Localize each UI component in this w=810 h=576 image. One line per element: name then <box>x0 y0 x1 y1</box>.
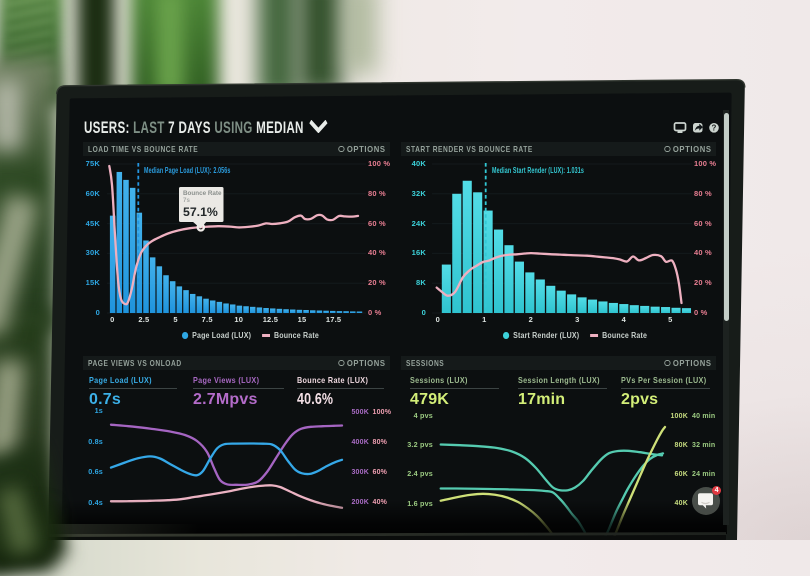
svg-text:7s: 7s <box>183 197 190 204</box>
svg-text:Bounce Rate: Bounce Rate <box>183 190 222 197</box>
svg-text:57.1%: 57.1% <box>183 205 218 219</box>
svg-text:?: ? <box>712 124 717 133</box>
